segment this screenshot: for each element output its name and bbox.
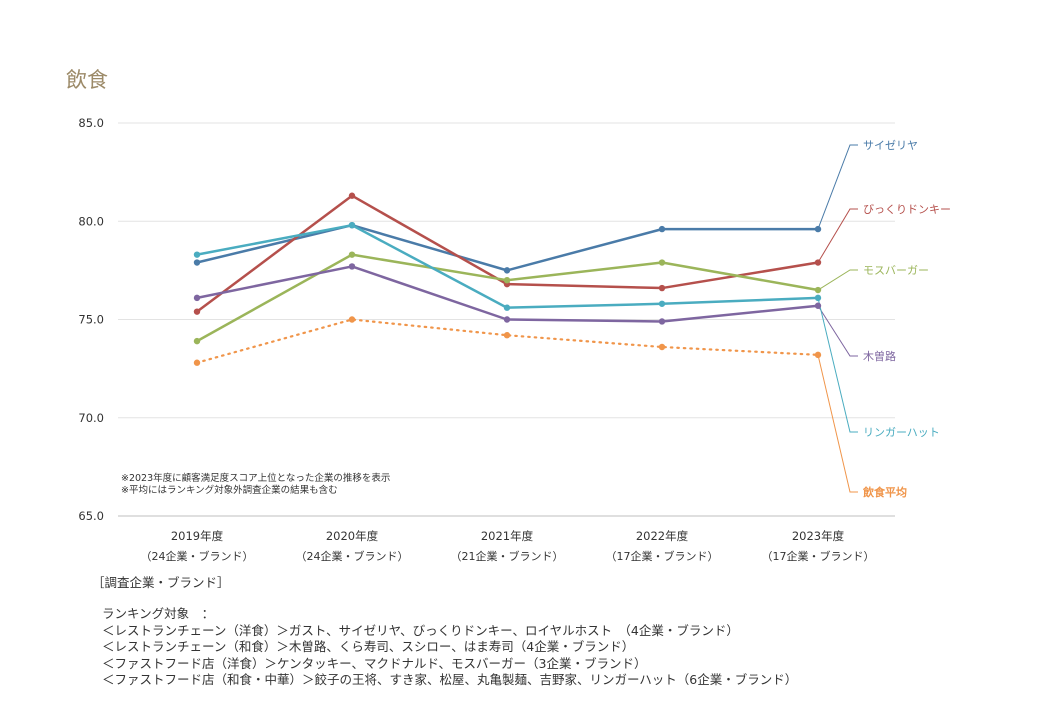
ranking-list: ランキング対象 ： ＜レストランチェーン（洋食）＞ガスト、サイゼリヤ、びっくりド… [102,606,797,689]
series-label: リンガーハット [863,426,940,439]
series-leader-line [817,208,858,263]
series-leader-line [817,297,858,433]
x-tick-sublabel: （24企業・ブランド） [296,549,409,563]
data-point [658,284,666,292]
data-point [193,294,201,302]
data-point [348,251,356,258]
data-point [658,318,666,325]
data-point [348,192,356,199]
x-tick-sublabel: （17企業・ブランド） [762,549,875,563]
line-chart: 85.0 80.0 75.0 70.0 65.0 2019年度 （24企業・ブランド） 202… [78,116,951,563]
data-point [348,263,356,270]
data-point [814,294,822,302]
data-point [503,316,511,323]
ranking-line-western-restaurant: ＜レストランチェーン（洋食）＞ガスト、サイゼリヤ、びっくりドンキー、ロイヤルホス… [102,622,739,638]
data-point [193,251,201,258]
data-point [503,332,511,339]
x-tick-label: 2020年度 [326,529,379,543]
series-leader-line [817,144,858,230]
y-tick-label: 80.0 [78,214,104,228]
series-label: びっくりドンキー [863,203,951,216]
data-point [348,316,356,323]
series-label: 飲食平均 [862,485,907,499]
data-point [814,286,822,294]
data-point [503,267,511,274]
series-line [195,194,820,313]
data-point [348,221,356,229]
data-point [814,225,822,233]
y-tick-label: 65.0 [78,509,104,523]
series-line [195,318,820,364]
chart-title: 飲食 [66,68,108,92]
y-tick-label: 70.0 [78,411,104,425]
survey-heading: ［調査企業・ブランド］ [92,575,230,590]
x-tick-label: 2019年度 [171,529,224,543]
series-line [195,223,820,309]
ranking-intro: ランキング対象 ： [102,606,215,621]
ranking-line-japanese-chinese-fastfood: ＜ファストフード店（和食・中華）＞餃子の王将、すき家、松屋、丸亀製麺、吉野家、リ… [102,672,798,687]
data-point [503,277,511,284]
data-point [814,259,822,266]
data-point [193,337,201,345]
chart-note: ※2023年度に顧客満足度スコア上位となった企業の推移を表示 [121,472,390,484]
series-label: モスバーガー [863,264,929,277]
data-point [658,343,666,351]
x-tick-label: 2023年度 [792,529,845,543]
chart-note: ※平均にはランキング対象外調査企業の結果も含む [121,484,338,496]
data-point [658,300,666,307]
data-point [658,259,666,266]
data-point [814,351,822,359]
series-leader-line [817,305,858,357]
x-tick-sublabel: （24企業・ブランド） [141,549,254,563]
y-tick-label: 85.0 [78,116,104,130]
data-point [193,308,201,315]
data-point [193,359,201,366]
data-point [193,259,201,266]
y-tick-label: 75.0 [78,313,104,327]
series-leader-line [817,354,858,493]
series-label: 木曽路 [863,349,896,363]
x-tick-label: 2021年度 [481,529,534,543]
ranking-line-japanese-restaurant: ＜レストランチェーン（和食）＞木曽路、くら寿司、スシロー、はま寿司（4企業・ブラ… [102,639,635,654]
data-point [658,225,666,233]
series-leader-line [817,269,858,291]
data-point [503,304,511,311]
series-line [195,223,820,272]
x-tick-sublabel: （21企業・ブランド） [451,549,564,563]
data-point [814,302,822,309]
x-tick-sublabel: （17企業・ブランド） [606,549,719,563]
ranking-line-western-fastfood: ＜ファストフード店（洋食）＞ケンタッキー、マクドナルド、モスバーガー（3企業・ブ… [102,655,647,671]
x-tick-label: 2022年度 [636,529,689,543]
series-label: サイゼリヤ [863,139,918,152]
